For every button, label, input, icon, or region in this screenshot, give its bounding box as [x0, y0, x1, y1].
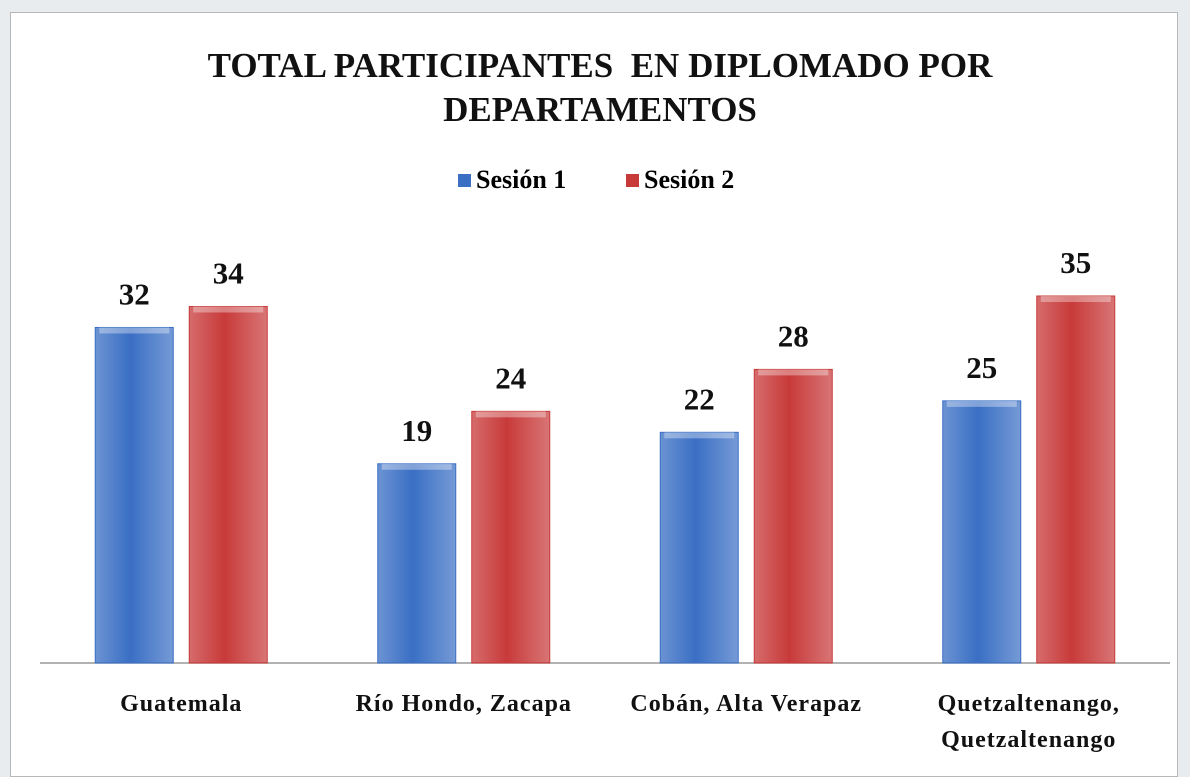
data-label: 34	[213, 256, 244, 291]
legend-swatch	[458, 174, 471, 187]
legend-swatch	[626, 174, 639, 187]
bar	[188, 305, 268, 664]
bar	[1036, 295, 1116, 664]
bar-top	[193, 306, 264, 313]
x-tick-label: Guatemala	[120, 691, 243, 717]
data-label: 35	[1060, 245, 1091, 280]
bar	[753, 368, 833, 664]
x-tick-label: Quetzaltenango, Quetzaltenango	[937, 691, 1120, 753]
bar	[659, 431, 739, 664]
data-label: 28	[778, 319, 809, 354]
bar-top	[99, 327, 170, 334]
x-tick-label: Río Hondo, Zacapa	[355, 691, 572, 717]
bar-top	[381, 463, 452, 470]
bar-top	[1040, 296, 1111, 302]
bar	[471, 410, 551, 664]
data-label: 25	[966, 350, 997, 385]
bar	[377, 463, 457, 664]
legend-label: Sesión 1	[476, 165, 566, 194]
chart-title: TOTAL PARTICIPANTES EN DIPLOMADO POR DEP…	[207, 46, 1002, 129]
data-label: 19	[401, 413, 432, 448]
data-label: 22	[684, 381, 715, 416]
bar-top	[946, 400, 1017, 407]
data-label: 32	[119, 277, 150, 312]
bar-top	[664, 432, 735, 439]
bar-top	[475, 411, 546, 418]
data-label: 24	[495, 360, 526, 395]
bar-top	[758, 369, 829, 376]
legend-label: Sesión 2	[644, 165, 734, 194]
bar	[94, 326, 174, 664]
bar	[942, 400, 1022, 664]
legend: Sesión 1 Sesión 2	[458, 165, 734, 194]
x-tick-label: Cobán, Alta Verapaz	[630, 691, 863, 717]
